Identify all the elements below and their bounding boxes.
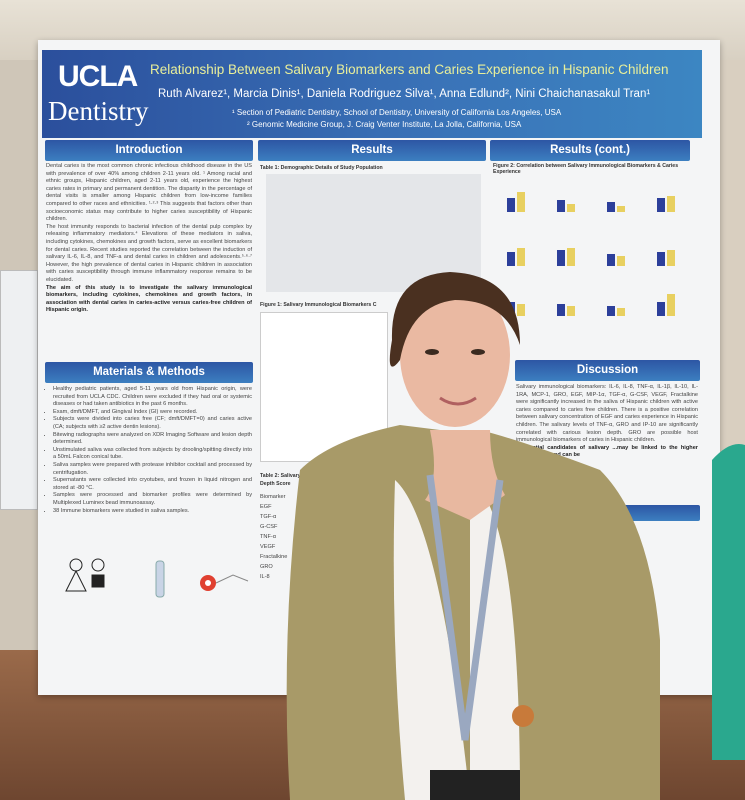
introduction-text: Dental caries is the most common chronic… (46, 163, 252, 315)
list-item: 38 Immune biomarkers were studied in sal… (53, 508, 252, 516)
children-icon (65, 558, 105, 592)
hair (389, 272, 520, 367)
table-cell: Fractalkine (260, 554, 288, 560)
figure2-caption: Figure 2: Correlation between Salivary I… (493, 163, 679, 175)
table-cell: IL-8 (260, 574, 270, 580)
methods-list: Healthy pediatric patients, aged 5-11 ye… (46, 386, 252, 515)
methods-illustrations (65, 558, 249, 598)
list-item: Supernatants were collected into cryotub… (53, 477, 252, 492)
results-cont-heading: Results (cont.) (490, 140, 690, 161)
list-item: Exam, dmft/DMFT, and Gingival Index (GI)… (53, 409, 252, 417)
table2: Biomarker EGF TGF-α G-CSF TNF-α VEGF Fra… (260, 492, 320, 582)
paragraph: Dental caries is the most common chronic… (46, 163, 252, 223)
demographics-table (266, 174, 481, 292)
list-item: Unstimulated saliva was collected from s… (53, 447, 252, 462)
bar-series-cf (517, 192, 675, 316)
discussion-heading: Discussion (515, 360, 700, 381)
table-cell: GRO (260, 564, 273, 570)
list-item: Samples were processed and biomarker pro… (53, 492, 252, 507)
poster-title: Relationship Between Salivary Biomarkers… (150, 62, 669, 77)
dentistry-logo: Dentistry (48, 96, 149, 126)
list-item: Bitewing radiographs were analyzed on XD… (53, 432, 252, 447)
introduction-heading: Introduction (45, 140, 253, 161)
lanyard (426, 474, 504, 741)
affiliation: ¹ Section of Pediatric Dentistry, School… (232, 108, 562, 117)
table-cell: EGF (260, 504, 272, 510)
jacket-button (512, 705, 534, 727)
figure1-caption: Figure 1: Salivary Immunological Biomark… (260, 302, 377, 308)
methods-heading: Materials & Methods (45, 362, 253, 383)
list-item: Saliva samples were prepared with protea… (53, 462, 252, 477)
aim-statement: The aim of this study is to investigate … (46, 284, 252, 314)
face (400, 283, 510, 427)
table-cell: Biomarker (260, 494, 286, 500)
ucla-logo: UCLA (58, 60, 138, 93)
bystander (712, 444, 745, 760)
paragraph: The host immunity responds to bacterial … (46, 223, 252, 283)
table-cell: VEGF (260, 544, 276, 550)
poster-header: UCLA Dentistry Relationship Between Sali… (42, 50, 702, 138)
shirt (393, 480, 470, 800)
neck (425, 430, 505, 520)
authors: Ruth Alvarez¹, Marcia Dinis¹, Daniela Ro… (158, 88, 651, 100)
affiliation: ² Genomic Medicine Group, J. Craig Vente… (247, 120, 522, 129)
references-heading (623, 505, 700, 521)
table-cell: TNF-α (260, 534, 276, 540)
table-cell: G-CSF (260, 524, 278, 530)
list-item: Subjects were divided into caries free (… (53, 416, 252, 431)
adjacent-poster (0, 270, 38, 510)
paragraph: Salivary immunological biomarkers: IL-6,… (516, 384, 698, 444)
table1-caption: Table 1: Demographic Details of Study Po… (260, 165, 383, 171)
falcon-tube-icon (155, 560, 165, 598)
table-cell: TGF-α (260, 514, 277, 520)
smile (439, 396, 477, 406)
list-item: Healthy pediatric patients, aged 5-11 ye… (53, 386, 252, 409)
discussion-text: Salivary immunological biomarkers: IL-6,… (516, 384, 698, 460)
results-heading: Results (258, 140, 486, 161)
badge (430, 770, 520, 800)
